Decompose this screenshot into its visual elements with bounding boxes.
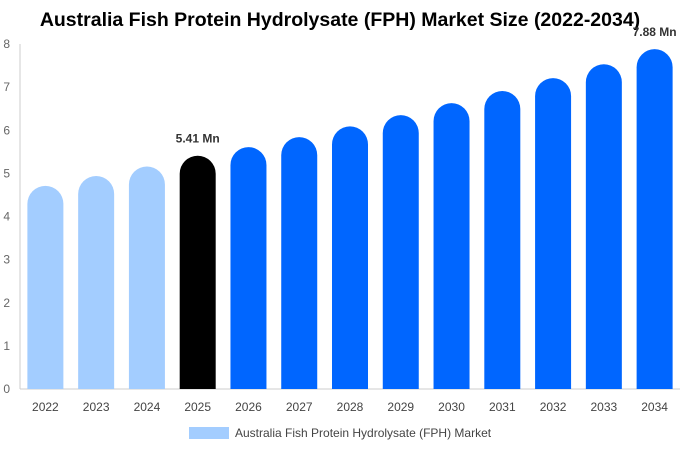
bar-2030 [433,103,470,389]
legend[interactable]: Australia Fish Protein Hydrolysate (FPH)… [189,426,491,440]
x-tick-label: 2030 [438,400,465,414]
bar-2026 [230,147,267,389]
x-tick-label: 2033 [590,400,617,414]
x-tick-label: 2028 [337,400,364,414]
data-label: 5.41 Mn [176,132,220,146]
x-tick-label: 2023 [83,400,110,414]
x-tick-label: 2031 [489,400,516,414]
y-tick-label: 8 [3,37,10,51]
x-tick-label: 2022 [32,400,59,414]
bar-2033 [585,64,622,389]
y-tick-label: 2 [3,296,10,310]
bar-2032 [535,78,572,389]
x-tick-label: 2025 [184,400,211,414]
bar-2027 [281,137,318,389]
x-tick-label: 2029 [387,400,414,414]
legend-label: Australia Fish Protein Hydrolysate (FPH)… [235,426,492,440]
bar-2029 [382,115,419,389]
bar-2031 [484,91,521,389]
y-tick-label: 5 [3,166,10,180]
x-tick-label: 2032 [540,400,567,414]
legend-swatch [189,427,229,439]
data-label: 7.88 Mn [633,25,677,39]
y-tick-label: 4 [3,210,10,224]
bar-2025 [179,155,216,389]
x-tick-label: 2026 [235,400,262,414]
chart-title: Australia Fish Protein Hydrolysate (FPH)… [39,9,641,31]
y-tick-label: 7 [3,80,10,94]
bar-2024 [128,166,165,389]
x-tick-label: 2034 [641,400,668,414]
y-tick-label: 6 [3,123,10,137]
bar-2028 [332,126,368,389]
x-tick-label: 2024 [134,400,161,414]
y-tick-label: 0 [3,382,10,396]
x-tick-label: 2027 [286,400,313,414]
bar-2034 [636,49,673,390]
y-tick-label: 3 [3,253,10,267]
y-tick-label: 1 [3,339,10,353]
bar-2023 [78,175,115,389]
bar-2022 [27,185,64,389]
